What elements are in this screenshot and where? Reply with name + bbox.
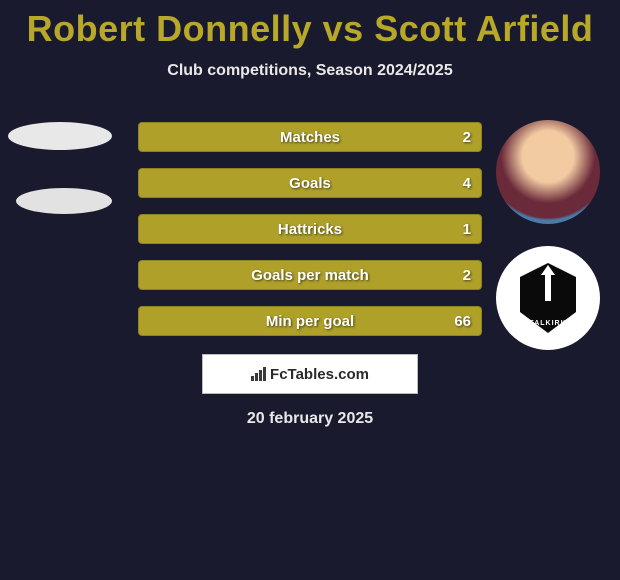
club-2-crest: FALKIRK bbox=[496, 246, 600, 350]
crest-spire-icon bbox=[545, 271, 551, 301]
bar-label: Hattricks bbox=[278, 221, 342, 238]
player-2-photo bbox=[496, 120, 600, 224]
bar-row: Matches 2 bbox=[138, 122, 482, 152]
bar-label: Matches bbox=[280, 129, 340, 146]
bar-value-right: 1 bbox=[463, 221, 471, 238]
bar-value-right: 66 bbox=[454, 313, 471, 330]
watermark-box: FcTables.com bbox=[202, 354, 418, 394]
bar-row: Min per goal 66 bbox=[138, 306, 482, 336]
bar-row: Goals 4 bbox=[138, 168, 482, 198]
bar-value-right: 2 bbox=[463, 129, 471, 146]
subtitle: Club competitions, Season 2024/2025 bbox=[0, 62, 620, 80]
bar-label: Min per goal bbox=[266, 313, 354, 330]
page-title: Robert Donnelly vs Scott Arfield bbox=[0, 0, 620, 50]
bar-row: Hattricks 1 bbox=[138, 214, 482, 244]
bar-row: Goals per match 2 bbox=[138, 260, 482, 290]
club-1-crest bbox=[16, 188, 112, 214]
bar-value-right: 4 bbox=[463, 175, 471, 192]
bar-value-right: 2 bbox=[463, 267, 471, 284]
comparison-bars: Matches 2 Goals 4 Hattricks 1 Goals per … bbox=[138, 122, 482, 352]
crest-shield-icon: FALKIRK bbox=[520, 263, 576, 333]
left-avatar-column bbox=[8, 120, 118, 236]
right-avatar-column: FALKIRK bbox=[496, 120, 606, 372]
footer-date: 20 february 2025 bbox=[0, 410, 620, 428]
bar-chart-icon bbox=[251, 367, 266, 381]
player-1-photo bbox=[8, 122, 112, 150]
crest-label: FALKIRK bbox=[529, 320, 566, 327]
bar-label: Goals per match bbox=[251, 267, 369, 284]
watermark-text: FcTables.com bbox=[270, 366, 369, 383]
bar-label: Goals bbox=[289, 175, 331, 192]
